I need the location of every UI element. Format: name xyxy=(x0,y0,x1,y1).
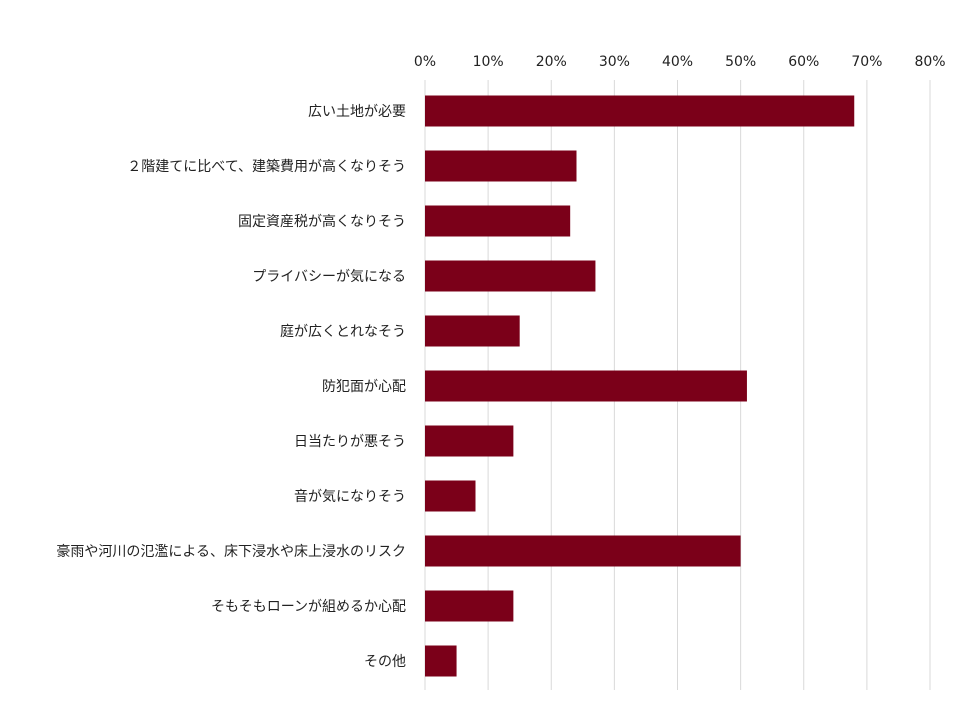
x-tick-label: 0% xyxy=(414,54,436,70)
bar xyxy=(425,150,577,182)
bar xyxy=(425,480,476,512)
category-label: 日当たりが悪そう xyxy=(294,434,406,450)
bar xyxy=(425,590,514,622)
x-tick-label: 60% xyxy=(788,54,819,70)
category-label: 庭が広くとれなそう xyxy=(280,323,406,340)
category-label: 固定資産税が高くなりそう xyxy=(238,213,406,230)
bar xyxy=(425,95,855,127)
category-label: プライバシーが気になる xyxy=(252,269,406,285)
bar xyxy=(425,205,571,237)
x-tick-label: 10% xyxy=(473,54,504,70)
category-label: そもそもローンが組めるか心配 xyxy=(211,599,406,615)
x-axis-ticks: 0% 10% 20% 30% 40% 50% 60% 70% 80% xyxy=(414,54,946,70)
bar xyxy=(425,425,514,457)
bars xyxy=(425,95,855,677)
bar xyxy=(425,645,457,677)
category-label: 防犯面が心配 xyxy=(322,379,406,395)
x-tick-label: 50% xyxy=(725,54,756,70)
category-labels: 広い土地が必要 ２階建てに比べて、建築費用が高くなりそう固定資産税が高くなりそうプ… xyxy=(56,104,406,670)
x-tick-label: 80% xyxy=(914,54,945,70)
bar xyxy=(425,535,741,567)
x-tick-label: 20% xyxy=(536,54,567,70)
x-tick-label: 70% xyxy=(851,54,882,70)
bar xyxy=(425,370,747,402)
category-label: 音が気になりそう xyxy=(294,488,406,505)
category-label: ２階建てに比べて、建築費用が高くなりそう xyxy=(127,158,406,175)
category-label: 豪雨や河川の氾濫による、床下浸水や床上浸水のリスク xyxy=(56,544,406,560)
category-label: 広い土地が必要 xyxy=(308,104,406,120)
category-label: その他 xyxy=(364,654,406,670)
x-tick-label: 40% xyxy=(662,54,693,70)
bar xyxy=(425,260,596,292)
bar xyxy=(425,315,520,347)
x-tick-label: 30% xyxy=(599,54,630,70)
